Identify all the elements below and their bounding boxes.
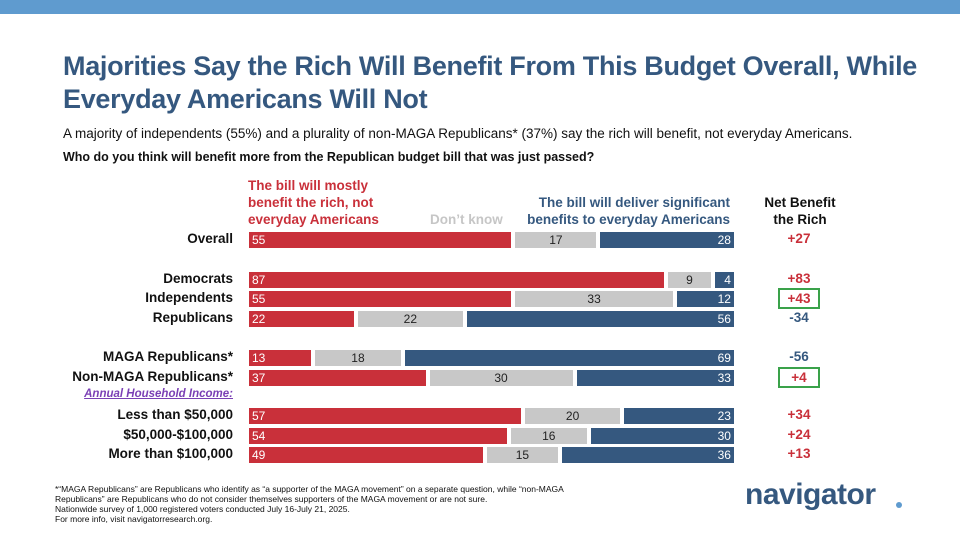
bar-everyday: 56 [466, 311, 734, 327]
bar-everyday: 23 [624, 408, 734, 424]
legend-dont-know: Don’t know [430, 212, 503, 227]
page-title: Majorities Say the Rich Will Benefit Fro… [63, 51, 918, 114]
row-label: Republicans [152, 310, 233, 325]
row-label: Democrats [163, 271, 233, 286]
subtitle: A majority of independents (55%) and a p… [63, 126, 853, 141]
bar-rich: 55 [249, 232, 512, 248]
bar-everyday: 69 [404, 350, 734, 366]
bar-rich: 37 [249, 370, 426, 386]
net-benefit-value: -56 [789, 349, 809, 364]
legend-rich-line: everyday Americans [248, 212, 379, 227]
row-label: $50,000-$100,000 [123, 427, 233, 442]
bar-rich: 87 [249, 272, 664, 288]
bar-rich: 13 [249, 350, 311, 366]
bar-rich: 54 [249, 428, 507, 444]
bar-everyday: 12 [676, 291, 734, 307]
net-benefit-value-highlighted: +4 [778, 367, 820, 388]
bar-rich: 57 [249, 408, 521, 424]
bar-rich: 49 [249, 447, 483, 463]
bar-rich: 22 [249, 311, 354, 327]
bar-everyday: 28 [600, 232, 734, 248]
legend-rich-line: The bill will mostly [248, 178, 369, 193]
row-label: Overall [187, 231, 233, 246]
net-header-line: the Rich [773, 212, 827, 227]
legend-rich-line: benefit the rich, not [248, 195, 374, 210]
net-benefit-value: -34 [789, 310, 809, 325]
bar-everyday: 33 [576, 370, 734, 386]
survey-question: Who do you think will benefit more from … [63, 150, 595, 164]
bar-everyday: 36 [562, 447, 734, 463]
net-benefit-value-highlighted: +43 [778, 288, 820, 309]
bar-dont-know: 16 [510, 428, 587, 444]
bar-dont-know: 33 [515, 291, 673, 307]
bar-dont-know: 30 [429, 370, 573, 386]
legend-rich: The bill will mostly benefit the rich, n… [248, 177, 379, 228]
logo-dot-icon [896, 502, 902, 508]
footnote-line: For more info, visit navigatorresearch.o… [55, 514, 213, 524]
footnote-line: Nationwide survey of 1,000 registered vo… [55, 504, 350, 514]
bar-dont-know: 17 [515, 232, 597, 248]
legend-everyday-line: benefits to everyday Americans [527, 212, 730, 227]
bar-dont-know: 20 [524, 408, 621, 424]
row-label: More than $100,000 [108, 446, 233, 461]
bar-dont-know: 15 [486, 447, 559, 463]
net-benefit-header: Net Benefit the Rich [760, 194, 840, 228]
footnote-line: *“MAGA Republicans” are Republicans who … [55, 484, 564, 504]
bar-dont-know: 18 [315, 350, 401, 366]
bar-dont-know: 9 [668, 272, 711, 288]
navigator-logo: navigator [745, 478, 876, 511]
legend-everyday: The bill will deliver significant benefi… [520, 194, 730, 228]
bar-everyday: 30 [590, 428, 734, 444]
footnote: *“MAGA Republicans” are Republicans who … [55, 484, 615, 524]
row-label: Non-MAGA Republicans* [72, 369, 233, 384]
bar-rich: 55 [249, 291, 512, 307]
bar-everyday: 4 [714, 272, 734, 288]
top-accent-bar [0, 0, 960, 14]
row-label: MAGA Republicans* [102, 349, 233, 364]
row-label: Independents [145, 290, 233, 305]
row-label: Less than $50,000 [117, 407, 233, 422]
income-group-label: Annual Household Income: [84, 388, 233, 400]
net-benefit-value: +34 [787, 407, 811, 422]
net-benefit-value: +24 [787, 427, 811, 442]
net-header-line: Net Benefit [764, 195, 836, 210]
bar-dont-know: 22 [357, 311, 463, 327]
net-benefit-value: +83 [787, 271, 811, 286]
net-benefit-value: +13 [787, 446, 811, 461]
net-benefit-value: +27 [787, 231, 811, 246]
legend-everyday-line: The bill will deliver significant [538, 195, 730, 210]
